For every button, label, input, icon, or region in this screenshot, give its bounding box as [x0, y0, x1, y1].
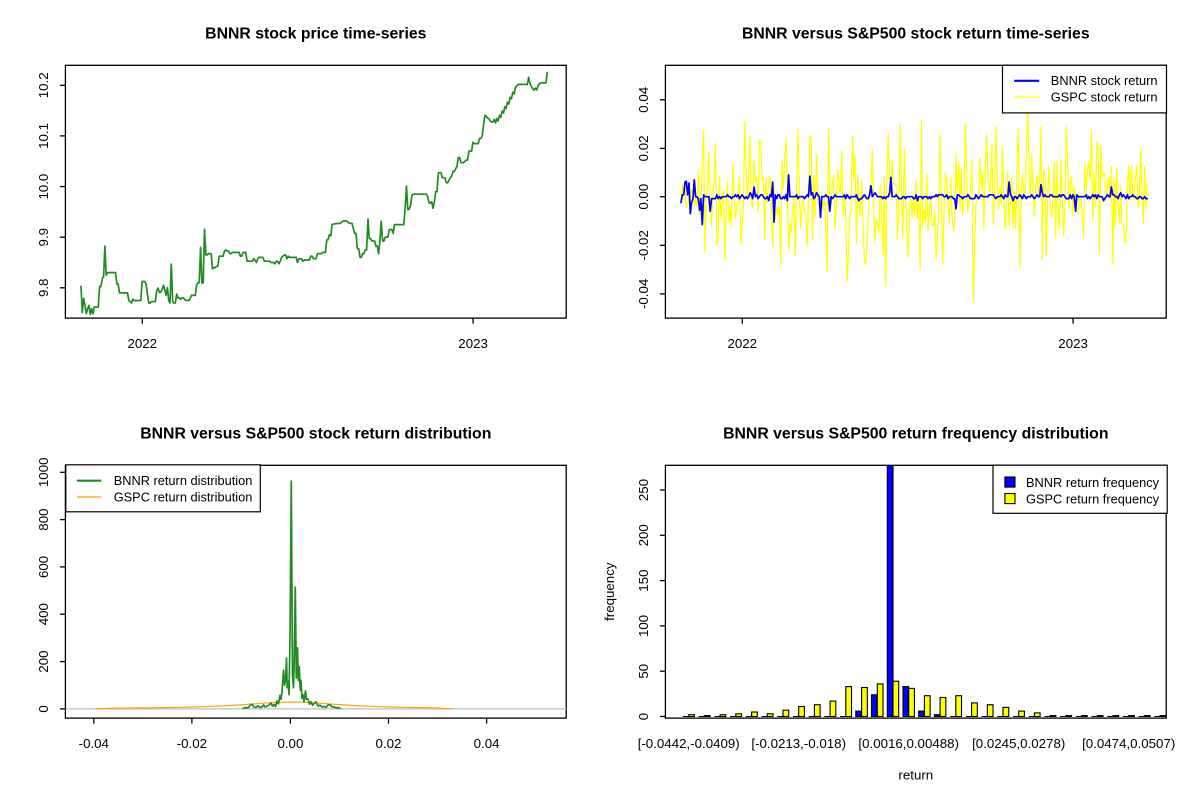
svg-text:0.02: 0.02 — [376, 736, 402, 751]
svg-text:BNNR versus S&P500 stock retur: BNNR versus S&P500 stock return time-ser… — [742, 26, 1090, 43]
svg-text:BNNR return distribution: BNNR return distribution — [114, 473, 253, 488]
svg-text:[-0.0213,-0.018): [-0.0213,-0.018) — [751, 736, 846, 751]
svg-text:return: return — [898, 768, 933, 783]
svg-text:2022: 2022 — [128, 336, 158, 351]
svg-text:10.2: 10.2 — [36, 72, 51, 98]
svg-text:9.9: 9.9 — [36, 228, 51, 247]
svg-text:[0.0245,0.0278): [0.0245,0.0278) — [972, 736, 1065, 751]
svg-text:BNNR versus S&P500 return freq: BNNR versus S&P500 return frequency dist… — [723, 426, 1108, 443]
svg-text:9.8: 9.8 — [36, 279, 51, 298]
svg-text:200: 200 — [636, 524, 651, 546]
svg-text:-0.04: -0.04 — [636, 279, 651, 309]
svg-text:BNNR stock return: BNNR stock return — [1051, 73, 1158, 88]
svg-text:[0.0474,0.0507): [0.0474,0.0507) — [1082, 736, 1175, 751]
svg-text:0.04: 0.04 — [474, 736, 500, 751]
svg-text:[-0.0442,-0.0409): [-0.0442,-0.0409) — [638, 736, 740, 751]
svg-text:2023: 2023 — [458, 336, 488, 351]
svg-text:50: 50 — [636, 664, 651, 679]
svg-text:2022: 2022 — [728, 336, 758, 351]
svg-text:0.00: 0.00 — [636, 184, 651, 210]
svg-text:0.00: 0.00 — [277, 736, 303, 751]
svg-text:2023: 2023 — [1058, 336, 1088, 351]
svg-text:400: 400 — [36, 603, 51, 625]
svg-text:BNNR stock price time-series: BNNR stock price time-series — [205, 26, 426, 43]
svg-text:150: 150 — [636, 570, 651, 592]
svg-text:10.1: 10.1 — [36, 123, 51, 149]
svg-text:[0.0016,0.00488): [0.0016,0.00488) — [858, 736, 959, 751]
svg-text:-0.02: -0.02 — [177, 736, 207, 751]
svg-text:100: 100 — [636, 615, 651, 637]
svg-text:GSPC return distribution: GSPC return distribution — [114, 489, 253, 504]
svg-text:1000: 1000 — [36, 458, 51, 488]
svg-text:0.04: 0.04 — [636, 87, 651, 113]
svg-text:GSPC return frequency: GSPC return frequency — [1026, 491, 1160, 506]
svg-text:800: 800 — [36, 509, 51, 531]
svg-text:frequency: frequency — [602, 562, 617, 621]
svg-text:10.0: 10.0 — [36, 174, 51, 200]
svg-text:600: 600 — [36, 556, 51, 578]
svg-text:-0.02: -0.02 — [636, 230, 651, 260]
svg-text:0: 0 — [636, 713, 651, 720]
svg-text:0.02: 0.02 — [636, 135, 651, 161]
svg-text:BNNR return frequency: BNNR return frequency — [1026, 475, 1160, 490]
svg-text:BNNR versus S&P500 stock retur: BNNR versus S&P500 stock return distribu… — [140, 426, 491, 443]
svg-text:0: 0 — [36, 705, 51, 712]
svg-text:-0.04: -0.04 — [79, 736, 109, 751]
svg-text:200: 200 — [36, 651, 51, 673]
svg-text:250: 250 — [636, 479, 651, 501]
svg-text:GSPC stock return: GSPC stock return — [1051, 89, 1158, 104]
